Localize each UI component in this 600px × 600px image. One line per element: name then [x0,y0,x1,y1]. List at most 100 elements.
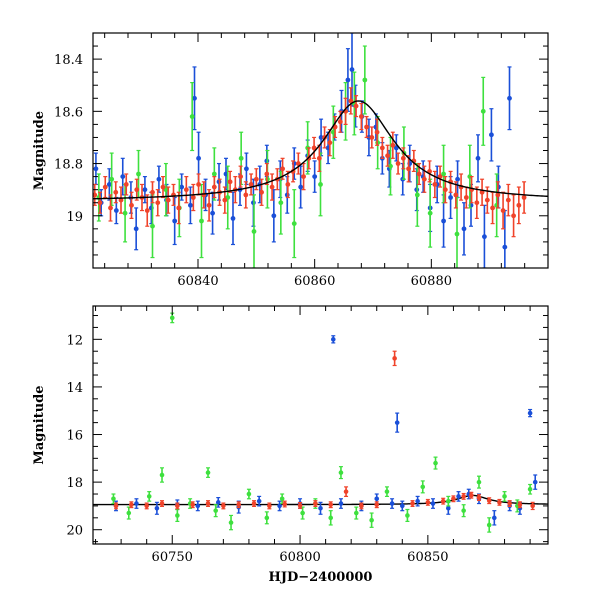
top-series-0-point [298,184,304,190]
top-plot-area [93,33,548,268]
top-series-0 [93,33,512,268]
top-series-2-point [311,145,317,151]
bottom-series-2-point [486,498,492,503]
top-series-2-point [374,129,380,135]
top-series-2-point [453,192,459,198]
top-series-0-point [196,155,201,161]
bottom-series-0-point [277,503,282,509]
top-series-1-point [199,218,204,224]
top-series-2-point [280,166,285,172]
top-series-2-point [495,192,501,198]
bottom-series-2-point [476,495,482,500]
top-series-2-point [129,202,134,208]
top-series-0-point [230,215,236,221]
top-series-0-point [312,174,318,180]
bottom-frame [92,305,549,545]
top-series-2-point [176,205,182,211]
top-series-2-point [395,161,401,166]
top-series-2-point [285,182,291,187]
top-panel-light-curve-zoom: 60840 60860 60880 18.4 18.6 18.8 19 Magnitude [32,32,549,289]
top-series-2-point [196,182,201,187]
bottom-series-2-point [113,503,119,509]
top-series-2-point [259,189,264,195]
bottom-series-0-point [154,506,160,511]
bottom-series-2-point [440,498,446,504]
top-series-2 [93,87,527,238]
bottom-y-tick-label: 14 [66,381,83,396]
top-series-1-point [427,210,433,216]
top-series-0-point [244,166,249,172]
bottom-series-2-point [530,503,535,509]
bottom-series-0-point [374,496,380,502]
top-series-2-point [516,202,522,208]
top-series-2-point [118,197,124,203]
bottom-series-0 [113,335,538,526]
top-series-2-point [248,182,254,187]
top-series-0-point [507,95,512,101]
bottom-series-2-point [159,501,165,506]
top-series-2-point [416,171,422,177]
top-series-1-point [291,221,297,227]
top-series-2-point [222,197,228,203]
top-series-0-point [120,174,126,180]
top-series-1-point [318,182,323,187]
bottom-series-1-point [126,510,132,516]
top-series-0-point [156,176,162,182]
bottom-x-tick-label: 60750 [152,550,193,565]
top-series-0-point [106,182,112,187]
bottom-series-2-point [517,502,523,508]
bottom-series-0-point [527,410,533,416]
top-series-1-point [362,77,368,83]
top-series-2-point [406,166,411,172]
bottom-series-1-point [111,496,116,502]
top-y-axis-label: Magnitude [32,111,47,190]
top-series-0-point [393,145,399,151]
bottom-series-2-point [392,356,397,361]
top-series-2-point [134,187,140,193]
bottom-series-0-point [415,498,420,504]
top-series-2-point [113,189,119,195]
bottom-series-2-point [267,503,272,509]
bottom-series-2-point [129,502,134,508]
top-x-tick-label: 60860 [294,274,335,289]
bottom-series-1-point [486,522,492,528]
bottom-series-2-point [190,502,195,508]
top-series-0-point [271,213,277,219]
top-series-2-point [327,140,333,146]
top-series-1-point [238,155,244,161]
top-series-0-point [482,234,487,240]
top-series-2-point [379,145,385,151]
bottom-series-2 [113,350,535,511]
top-series-2-point [358,114,364,119]
top-series-1-point [136,171,141,177]
bottom-series-2-point [497,500,502,505]
bottom-y-tick-label: 12 [66,333,83,348]
bottom-series-1-point [384,489,390,494]
top-series-2-point [400,155,406,161]
top-series-2-point [108,205,113,211]
top-series-0-point [192,95,197,101]
top-series-1-point [480,108,486,114]
bottom-series-2-point [469,492,474,498]
bottom-series-1-point [353,510,359,516]
top-series-2-point [243,192,249,198]
top-series-0-point [210,210,215,216]
bottom-series-1-point [264,515,270,521]
top-series-0-point [502,244,508,250]
top-series-2-point [150,189,155,195]
top-series-2-point [253,176,259,182]
top-series-0-point [133,226,139,232]
top-series-2-point [123,182,129,187]
bottom-y-tick-label: 18 [66,476,83,491]
bottom-x-tick-label: 60850 [407,550,448,565]
top-series-0-point [441,218,446,224]
bottom-series-2-point [328,502,334,508]
bottom-series-1-point [213,508,218,513]
top-series-0-point [188,202,193,208]
top-series-1-point [414,192,420,198]
top-series-2-point [316,155,322,161]
bottom-series-2-point [343,489,349,494]
top-series-2-point [500,208,506,213]
top-series-2-point [190,195,196,200]
bottom-series-2-point [236,502,242,508]
